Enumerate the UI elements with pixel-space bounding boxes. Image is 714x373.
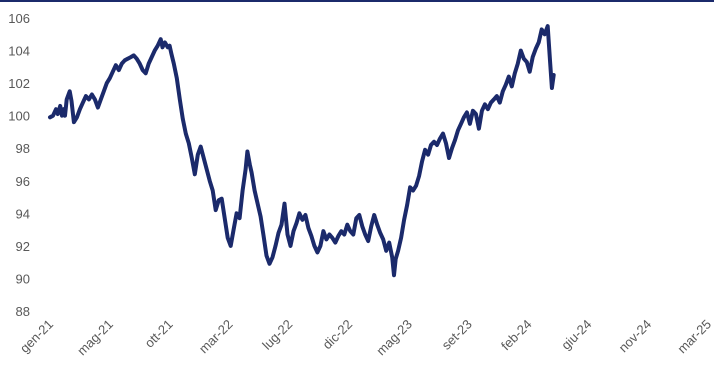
y-tick-label-94: 94	[16, 206, 30, 221]
y-tick-label-106: 106	[8, 11, 30, 26]
x-tick-label-mag-23: mag-23	[373, 317, 415, 359]
x-tick-label-feb-24: feb-24	[498, 317, 535, 354]
y-tick-label-102: 102	[8, 76, 30, 91]
y-tick-label-88: 88	[16, 304, 30, 319]
x-tick-label-set-23: set-23	[439, 317, 475, 353]
x-tick-label-mar-22: mar-22	[196, 317, 236, 357]
x-tick-label-gen-21: gen-21	[17, 317, 56, 356]
y-tick-label-96: 96	[16, 174, 30, 189]
series-line	[48, 24, 556, 278]
y-tick-label-90: 90	[16, 271, 30, 286]
x-tick-label-mar-25: mar-25	[674, 317, 714, 357]
x-tick-label-giu-24: giu-24	[558, 317, 594, 353]
x-axis-tick-labels: gen-21 mag-21 ott-21 mar-22 lug-22 dic-22 mag-…	[17, 317, 714, 359]
x-tick-label-nov-24: nov-24	[616, 317, 655, 356]
x-tick-label-ott-21: ott-21	[142, 317, 176, 351]
y-axis-tick-labels: 88 90 92 94 96 98 100 102 104 106	[8, 11, 30, 319]
x-tick-label-mag-21: mag-21	[74, 317, 116, 359]
x-tick-label-lug-22: lug-22	[259, 317, 295, 353]
y-tick-label-104: 104	[8, 44, 30, 59]
y-tick-label-98: 98	[16, 141, 30, 156]
x-tick-label-dic-22: dic-22	[320, 317, 356, 353]
y-tick-label-100: 100	[8, 109, 30, 124]
y-tick-label-92: 92	[16, 239, 30, 254]
